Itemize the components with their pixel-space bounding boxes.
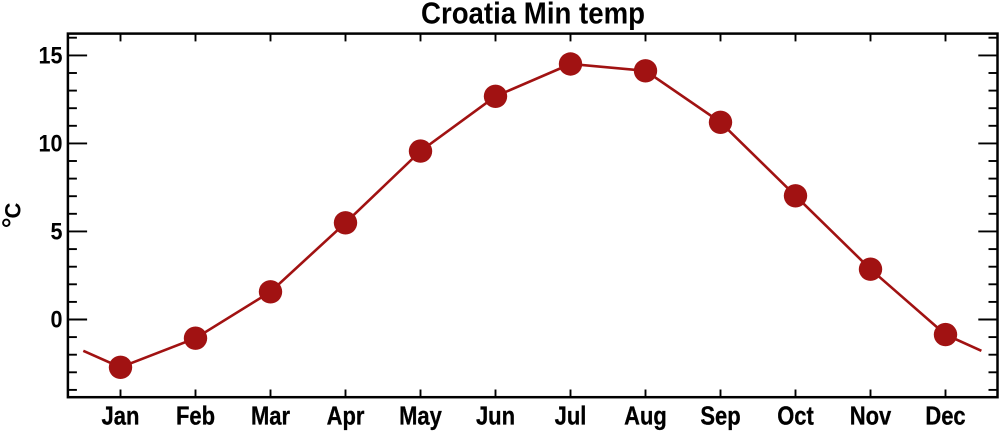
svg-text:5: 5 — [51, 219, 63, 246]
svg-text:15: 15 — [39, 42, 63, 69]
svg-text:Dec: Dec — [925, 401, 965, 431]
svg-text:Oct: Oct — [777, 401, 814, 431]
svg-text:10: 10 — [39, 130, 63, 157]
svg-text:Jan: Jan — [102, 401, 140, 431]
svg-text:Feb: Feb — [176, 401, 215, 431]
svg-text:Jun: Jun — [476, 401, 515, 431]
svg-text:Nov: Nov — [850, 401, 892, 431]
svg-text:Aug: Aug — [624, 401, 667, 431]
svg-text:Apr: Apr — [327, 401, 365, 431]
svg-text:Croatia Min temp: Croatia Min temp — [421, 0, 645, 31]
svg-text:Jul: Jul — [555, 401, 587, 431]
svg-text:0: 0 — [51, 307, 63, 334]
svg-text:May: May — [399, 401, 442, 431]
svg-text:C: C — [1, 203, 26, 219]
svg-text:Sep: Sep — [700, 401, 740, 431]
svg-text:Mar: Mar — [251, 401, 290, 431]
